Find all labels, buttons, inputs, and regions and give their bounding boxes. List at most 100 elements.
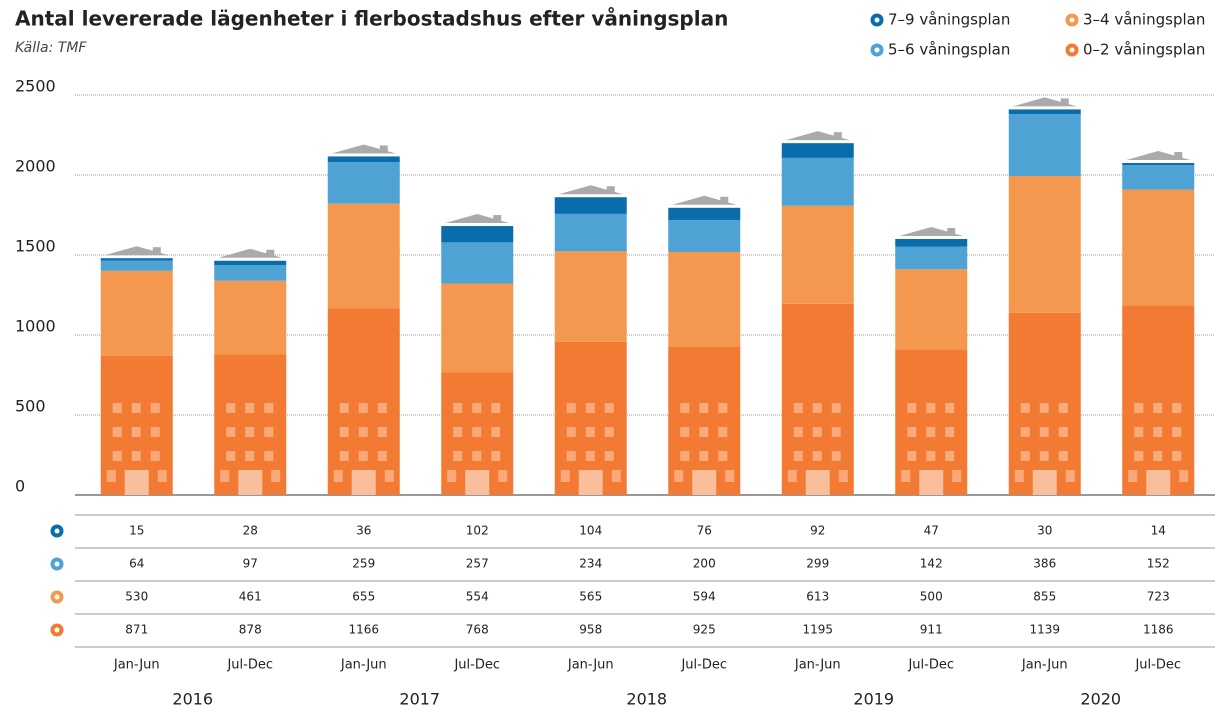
table-value: 554 bbox=[466, 590, 489, 604]
table-value: 386 bbox=[1033, 557, 1056, 571]
bar-segment bbox=[895, 269, 968, 350]
chart-title: Antal levererade lägenheter i flerbostad… bbox=[15, 7, 728, 31]
window bbox=[245, 403, 255, 413]
table-value: 200 bbox=[693, 557, 716, 571]
bar-segment bbox=[781, 143, 854, 158]
window bbox=[718, 451, 728, 461]
bar-segment bbox=[895, 239, 968, 247]
table-value: 234 bbox=[579, 557, 602, 571]
window bbox=[131, 403, 141, 413]
window bbox=[131, 451, 141, 461]
door bbox=[578, 470, 603, 495]
bar-segment bbox=[668, 219, 741, 252]
window bbox=[680, 451, 690, 461]
bar-segment bbox=[1008, 109, 1081, 115]
table-marker-center bbox=[54, 627, 60, 633]
window bbox=[157, 470, 167, 482]
window bbox=[718, 403, 728, 413]
window bbox=[1179, 470, 1189, 482]
bar-segment bbox=[1008, 175, 1081, 313]
window bbox=[812, 427, 822, 437]
table-value: 257 bbox=[466, 557, 489, 571]
table-value: 104 bbox=[579, 524, 602, 538]
window bbox=[377, 427, 387, 437]
bar-segment bbox=[781, 157, 854, 206]
window bbox=[1134, 427, 1144, 437]
bar-segment bbox=[781, 205, 854, 304]
legend-marker-center bbox=[874, 17, 880, 23]
chimney bbox=[1174, 152, 1183, 158]
window bbox=[699, 451, 709, 461]
window bbox=[1058, 427, 1068, 437]
window bbox=[339, 451, 349, 461]
window bbox=[838, 470, 848, 482]
x-tick-label: Jul-Dec bbox=[226, 658, 273, 673]
chart-subtitle: Källa: TMF bbox=[15, 40, 87, 56]
door bbox=[692, 470, 717, 495]
window bbox=[150, 403, 160, 413]
window bbox=[566, 403, 576, 413]
table-value: 47 bbox=[924, 524, 939, 538]
window bbox=[831, 451, 841, 461]
window bbox=[831, 403, 841, 413]
table-value: 925 bbox=[693, 623, 716, 637]
window bbox=[680, 403, 690, 413]
table-value: 15 bbox=[129, 524, 144, 538]
table-value: 36 bbox=[356, 524, 371, 538]
window bbox=[926, 451, 936, 461]
window bbox=[339, 427, 349, 437]
table-value: 655 bbox=[352, 590, 375, 604]
bar-segment bbox=[668, 207, 741, 220]
legend-marker-center bbox=[874, 47, 880, 53]
window bbox=[907, 403, 917, 413]
window bbox=[787, 470, 797, 482]
table-value: 299 bbox=[806, 557, 829, 571]
window bbox=[472, 427, 482, 437]
window bbox=[453, 427, 463, 437]
bar-segment bbox=[554, 213, 627, 252]
y-tick-label: 2500 bbox=[15, 77, 56, 96]
window bbox=[150, 451, 160, 461]
table-value: 723 bbox=[1147, 590, 1170, 604]
window bbox=[447, 470, 457, 482]
window bbox=[377, 451, 387, 461]
window bbox=[1058, 451, 1068, 461]
window bbox=[1020, 427, 1030, 437]
chimney bbox=[266, 249, 275, 256]
window bbox=[1134, 451, 1144, 461]
table-value: 142 bbox=[920, 557, 943, 571]
x-tick-label: Jan-Jun bbox=[113, 658, 160, 673]
chimney bbox=[493, 215, 502, 222]
window bbox=[245, 451, 255, 461]
window bbox=[264, 427, 274, 437]
table-value: 1186 bbox=[1143, 623, 1174, 637]
table-value: 152 bbox=[1147, 557, 1170, 571]
window bbox=[725, 470, 735, 482]
chimney bbox=[947, 228, 956, 234]
window bbox=[384, 470, 394, 482]
bar-segment bbox=[1122, 305, 1195, 495]
table-value: 1195 bbox=[802, 623, 833, 637]
door bbox=[1032, 470, 1057, 495]
door bbox=[465, 470, 490, 495]
y-tick-label: 1000 bbox=[15, 317, 56, 336]
table-value: 259 bbox=[352, 557, 375, 571]
door bbox=[238, 470, 263, 495]
chimney bbox=[833, 132, 842, 139]
window bbox=[112, 403, 122, 413]
table-value: 958 bbox=[579, 623, 602, 637]
legend-marker-center bbox=[1069, 17, 1075, 23]
table-value: 565 bbox=[579, 590, 602, 604]
door bbox=[124, 470, 149, 495]
bar-segment bbox=[100, 270, 173, 356]
chimney bbox=[606, 186, 615, 193]
window bbox=[106, 470, 116, 482]
table-value: 14 bbox=[1151, 524, 1166, 538]
window bbox=[1153, 427, 1163, 437]
window bbox=[245, 427, 255, 437]
window bbox=[491, 403, 501, 413]
y-tick-label: 0 bbox=[15, 477, 25, 496]
legend-marker-center bbox=[1069, 47, 1075, 53]
bar-segment bbox=[895, 246, 968, 270]
